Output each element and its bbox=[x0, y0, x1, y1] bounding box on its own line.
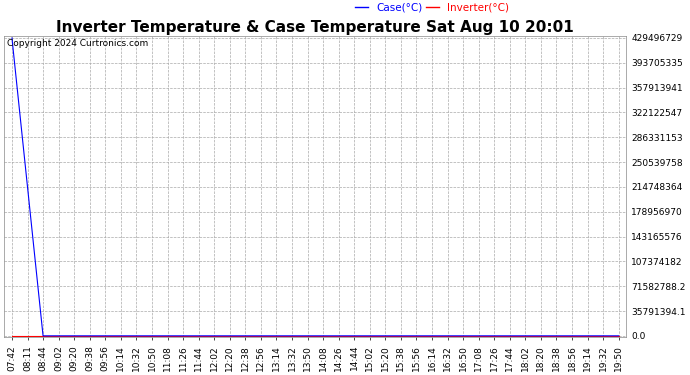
Title: Inverter Temperature & Case Temperature Sat Aug 10 20:01: Inverter Temperature & Case Temperature … bbox=[57, 20, 574, 35]
Text: Copyright 2024 Curtronics.com: Copyright 2024 Curtronics.com bbox=[7, 39, 148, 48]
Legend: Case(°C), Inverter(°C): Case(°C), Inverter(°C) bbox=[355, 3, 509, 13]
